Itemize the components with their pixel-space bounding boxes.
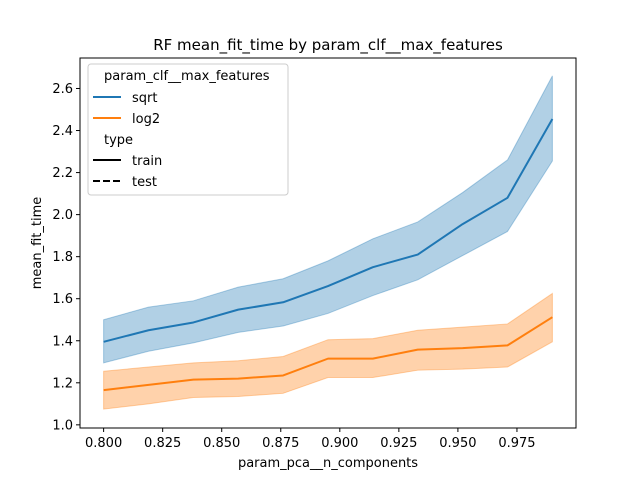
x-axis-ticks: 0.800 0.825 0.850 0.875 0.900 0.925 0.950 0.975 <box>85 428 536 451</box>
y-tick-label: 2.6 <box>52 82 73 97</box>
band-log2 <box>103 292 553 410</box>
x-tick-label: 0.875 <box>262 436 299 451</box>
legend: param_clf__max_features sqrt log2 type t… <box>87 63 289 196</box>
confidence-bands <box>103 75 553 410</box>
plot-frame <box>79 57 577 429</box>
y-tick-label: 1.6 <box>52 292 73 307</box>
y-tick-label: 1.0 <box>52 418 73 433</box>
band-sqrt <box>103 75 553 364</box>
x-tick-label: 0.900 <box>321 436 358 451</box>
y-tick-label: 2.2 <box>52 166 73 181</box>
series-lines <box>103 118 554 392</box>
legend-title: param_clf__max_features <box>104 69 270 84</box>
legend-label-sqrt: sqrt <box>132 91 157 106</box>
x-tick-label: 0.800 <box>85 436 122 451</box>
y-axis-label: mean_fit_time <box>30 197 45 290</box>
legend-label-train: train <box>132 154 162 169</box>
y-tick-label: 1.4 <box>52 334 73 349</box>
x-tick-label: 0.925 <box>380 436 417 451</box>
legend-label-log2: log2 <box>132 112 160 127</box>
y-tick-label: 2.4 <box>52 124 73 139</box>
x-tick-label: 0.975 <box>498 436 535 451</box>
x-tick-label: 0.850 <box>203 436 240 451</box>
x-axis-label: param_pca__n_components <box>238 456 418 471</box>
line-sqrt <box>103 118 554 343</box>
legend-label-test: test <box>132 175 157 190</box>
line-log2 <box>103 316 553 392</box>
y-tick-label: 1.8 <box>52 250 73 265</box>
chart-title: RF mean_fit_time by param_clf__max_featu… <box>153 36 503 55</box>
y-tick-label: 2.0 <box>52 208 73 223</box>
x-tick-label: 0.950 <box>439 436 476 451</box>
legend-style-title: type <box>104 133 133 148</box>
y-tick-label: 1.2 <box>52 376 73 391</box>
legend-box <box>87 63 289 196</box>
x-tick-label: 0.825 <box>144 436 181 451</box>
y-axis-ticks: 1.0 1.2 1.4 1.6 1.8 2.0 2.2 2.4 2.6 <box>52 82 80 433</box>
